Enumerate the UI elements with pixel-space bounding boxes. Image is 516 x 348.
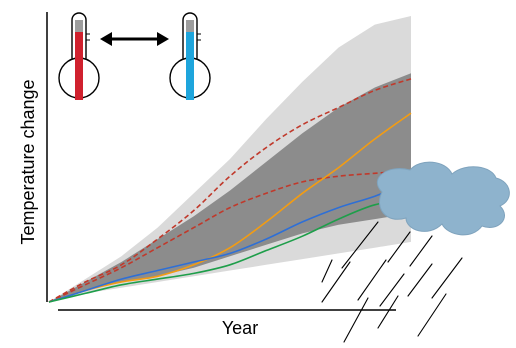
- rain-icon: [321, 221, 463, 343]
- thermometer-hot-icon: [58, 12, 100, 100]
- uncertainty-bands: [49, 16, 411, 302]
- thermometer-bulb: [75, 74, 83, 82]
- series-lines: [48, 78, 412, 303]
- series-line-3: [48, 112, 412, 303]
- band-outer: [49, 16, 411, 302]
- band-inner: [49, 73, 411, 302]
- x-axis-label: Year: [222, 318, 258, 338]
- series-line-5: [48, 198, 412, 303]
- double-arrow-icon: [100, 32, 169, 46]
- series-line-1: [48, 78, 412, 303]
- thermometer-bulb: [186, 74, 194, 82]
- series-line-4: [48, 181, 412, 303]
- series-line-2: [48, 169, 412, 303]
- y-axis-label: Temperature change: [18, 79, 38, 244]
- thermometer-cold-icon: [169, 12, 211, 100]
- cloud-icon: [376, 161, 510, 236]
